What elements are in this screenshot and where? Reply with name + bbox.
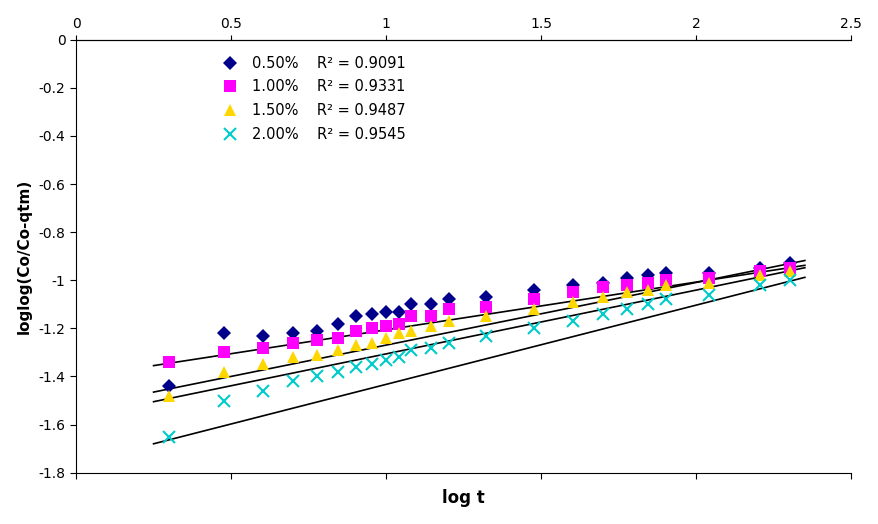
X-axis label: log t: log t xyxy=(442,489,485,507)
Legend: 0.50%    R² = 0.9091, 1.00%    R² = 0.9331, 1.50%    R² = 0.9487, 2.00%    R² = : 0.50% R² = 0.9091, 1.00% R² = 0.9331, 1.… xyxy=(215,56,405,142)
Y-axis label: loglog(Co/Co-qtm): loglog(Co/Co-qtm) xyxy=(17,179,32,334)
